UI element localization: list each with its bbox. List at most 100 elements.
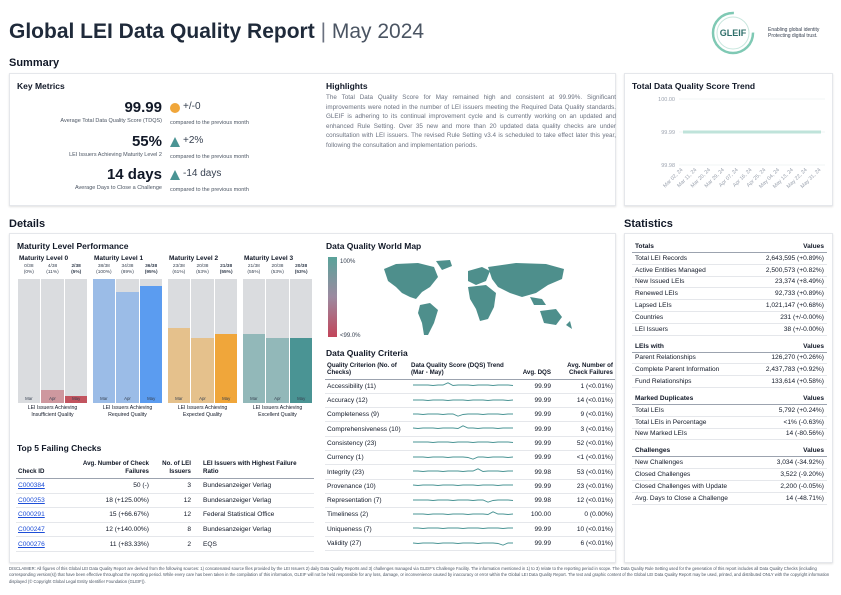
criterion-failures: 1 (<0.01%) bbox=[553, 379, 615, 394]
statistic-value: 38 (+/-0.00%) bbox=[738, 323, 827, 336]
issuer-count-cell: 8 bbox=[187, 526, 191, 534]
highest-failure-issuer-cell: Bundesanzeiger Verlag bbox=[203, 526, 272, 534]
maturity-level-caption: LEI Issuers Achieving Insufficient Qualit… bbox=[17, 405, 88, 418]
sparkline-path bbox=[412, 425, 513, 430]
maturity-count: 20/38 bbox=[196, 264, 209, 269]
criterion-sparkline bbox=[413, 456, 514, 460]
avg-failures-cell: 18 (+125.00%) bbox=[105, 496, 149, 504]
avg-failures-cell-container: 12 (+140.00%) bbox=[76, 522, 151, 538]
maturity-percent: (11%) bbox=[46, 270, 59, 275]
criterion-name: Uniqueness (7) bbox=[325, 522, 409, 537]
maturity-month-label: Mar bbox=[100, 396, 108, 401]
maturity-month-label: May bbox=[147, 396, 156, 401]
criterion-dqs: 99.99 bbox=[519, 379, 553, 394]
statistics-values-header: Values bbox=[738, 241, 827, 253]
maturity-bar-fill bbox=[139, 285, 163, 403]
avg-failures-cell-container: 18 (+125.00%) bbox=[76, 493, 151, 509]
statistic-value: 3,034 (-34.92%) bbox=[758, 456, 827, 470]
statistics-group-table: Challenges Values New Challenges 3,034 (-34… bbox=[632, 445, 827, 505]
highlights-text: The Total Data Quality Score for May rem… bbox=[326, 94, 616, 149]
criterion-dqs: 99.99 bbox=[519, 407, 553, 423]
highest-failure-issuer-cell-container: Bundesanzeiger Verlag bbox=[193, 522, 314, 538]
statistics-values-header: Values bbox=[758, 445, 827, 458]
maturity-level-title: Maturity Level 3 bbox=[244, 255, 294, 262]
key-metrics-title: Key Metrics bbox=[17, 81, 65, 91]
table-row: Fund Relationships 133,614 (+0.58%) bbox=[632, 375, 827, 388]
criterion-sparkline bbox=[413, 441, 514, 444]
sparkline-path bbox=[413, 527, 513, 530]
table-row: Currency (1) 99.99 <1 (<0.01%) bbox=[325, 450, 615, 466]
criterion-sparkline bbox=[413, 499, 514, 503]
maturity-level-caption: LEI Issuers Achieving Expected Quality bbox=[167, 405, 238, 418]
table-row: Accessibility (11) 99.99 1 (<0.01%) bbox=[325, 379, 615, 394]
highest-failure-issuer-cell: EQS bbox=[203, 540, 217, 548]
statistic-value: 231 (+/-0.00%) bbox=[738, 311, 827, 324]
sparkline-path bbox=[413, 441, 514, 444]
table-row: Integrity (23) 99.98 53 (<0.01%) bbox=[325, 464, 615, 480]
criterion-sparkline bbox=[412, 484, 513, 487]
criteria-table: Quality Criterion (No. of Checks) Data Q… bbox=[325, 361, 615, 552]
check-id-link[interactable]: C000253 bbox=[18, 496, 45, 504]
maturity-caption-line-2: Expected Quality bbox=[182, 411, 223, 418]
maturity-percent: (55%) bbox=[219, 270, 233, 275]
table-row: Total LEIs 5,792 (+0.24%) bbox=[632, 404, 827, 417]
statistic-value: 133,614 (+0.58%) bbox=[746, 375, 827, 388]
statistic-label: New Issued LEIs bbox=[632, 276, 739, 289]
statistics-values-header: Values bbox=[749, 392, 827, 405]
criterion-failures: 14 (<0.01%) bbox=[553, 393, 615, 409]
summary-section-title: Summary bbox=[9, 57, 60, 69]
criterion-dqs: 99.99 bbox=[519, 522, 553, 537]
statistic-value: 2,500,573 (+0.82%) bbox=[738, 264, 827, 277]
issuer-count-cell: 12 bbox=[183, 511, 191, 519]
table-row: Closed Challenges 3,522 (-9.20%) bbox=[632, 468, 827, 481]
statistic-label: Total LEIs in Percentage bbox=[632, 416, 750, 429]
maturity-percent: (100%) bbox=[96, 270, 112, 275]
trend-card: Total Data Quality Score Trend 100.00 99.… bbox=[624, 73, 833, 206]
maturity-caption-line-2: Excellent Quality bbox=[258, 411, 297, 418]
statistic-label: Closed Challenges with Update bbox=[632, 480, 759, 493]
maturity-month-label: Mar bbox=[175, 396, 183, 401]
maturity-level-title: Maturity Level 0 bbox=[19, 255, 69, 262]
maturity-count: 0/38 bbox=[24, 264, 34, 269]
check-id-link-container: C000384 bbox=[16, 478, 76, 494]
sparkline-path bbox=[413, 499, 514, 503]
criterion-dqs: 99.99 bbox=[519, 393, 553, 409]
tdqs-change: +/-0 bbox=[183, 101, 201, 112]
map-legend-top: 100% bbox=[340, 259, 356, 265]
statistic-label: Total LEIs bbox=[632, 404, 750, 417]
statistic-value: <1% (-0.63%) bbox=[749, 416, 827, 429]
statistic-label: Lapsed LEIs bbox=[632, 299, 739, 312]
criterion-name: Currency (1) bbox=[325, 450, 409, 466]
statistic-label: Parent Relationships bbox=[632, 352, 747, 365]
triangle-up-icon bbox=[170, 137, 180, 147]
maturity-percent: (95%) bbox=[144, 270, 158, 275]
criterion-failures: 9 (<0.01%) bbox=[553, 407, 615, 423]
check-id-link[interactable]: C000247 bbox=[18, 526, 45, 534]
highest-failure-issuer-cell-container: Federal Statistical Office bbox=[193, 507, 314, 523]
key-metrics: 99.99 Average Total Data Quality Score (… bbox=[10, 98, 315, 198]
statistics-tables: Totals Values Total LEI Records 2,643,595 (… bbox=[632, 241, 827, 510]
criterion-trend-cell bbox=[409, 493, 519, 509]
table-row: Closed Challenges with Update 2,200 (-0.0… bbox=[632, 480, 827, 493]
statistics-group-table: LEIs with Values Parent Relationships 126,2… bbox=[632, 340, 827, 388]
check-id-link[interactable]: C000384 bbox=[18, 482, 45, 490]
statistic-label: LEI Issuers bbox=[632, 323, 739, 336]
top5-header-id: Check ID bbox=[16, 459, 76, 479]
report-title: Global LEI Data Quality Report bbox=[9, 20, 315, 43]
maturity-column-head: 21/38 (55%) bbox=[214, 264, 238, 276]
statistic-label: Complete Parent Information bbox=[632, 363, 747, 377]
south-america-shape bbox=[418, 303, 438, 335]
criterion-name: Timeliness (2) bbox=[325, 507, 409, 523]
check-id-link[interactable]: C000291 bbox=[18, 511, 45, 519]
trend-title: Total Data Quality Score Trend bbox=[632, 81, 756, 91]
highest-failure-issuer-cell: Federal Statistical Office bbox=[203, 511, 275, 519]
criterion-name: Accuracy (12) bbox=[325, 393, 409, 409]
table-row: Representation (7) 99.98 12 (<0.01%) bbox=[325, 493, 615, 509]
avg-failures-cell-container: 50 (-) bbox=[76, 478, 151, 494]
maturity-count: 20/38 bbox=[271, 264, 284, 269]
check-id-link[interactable]: C000276 bbox=[18, 540, 45, 548]
table-row: C000276 11 (+83.33%) 2 EQS bbox=[16, 536, 314, 552]
criterion-sparkline bbox=[413, 527, 513, 530]
maturity-percent: (5%) bbox=[71, 270, 82, 275]
maturity-month-label: Mar bbox=[25, 396, 33, 401]
